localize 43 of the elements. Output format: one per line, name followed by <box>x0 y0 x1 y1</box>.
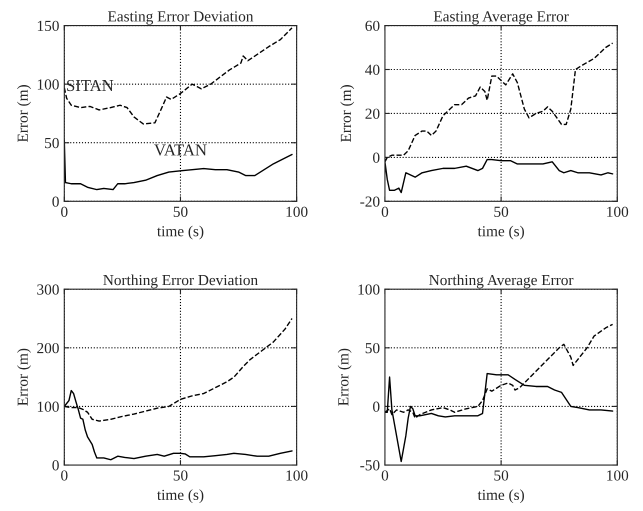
y-tick-label: 0 <box>52 196 59 207</box>
x-tick-label: 50 <box>174 206 188 217</box>
y-tick-label: 100 <box>38 79 59 90</box>
y-axis-title: Error (m) <box>338 348 352 406</box>
series-label: SITAN <box>67 80 114 92</box>
y-tick-label: 50 <box>366 342 380 354</box>
chart-title: Northing Error Deviation <box>103 274 258 288</box>
y-tick-label: -50 <box>360 460 380 470</box>
chart-title: Easting Average Error <box>434 11 569 25</box>
x-axis-title: time (s) <box>478 226 524 240</box>
x-tick-label: 0 <box>382 206 388 217</box>
y-tick-label: 0 <box>373 402 380 412</box>
y-tick-label: 0 <box>52 460 59 470</box>
y-tick-label: 20 <box>365 108 380 119</box>
y-tick-label: 50 <box>45 138 59 148</box>
x-tick-label: 50 <box>494 470 508 481</box>
y-tick-label: 100 <box>38 402 59 412</box>
x-axis-title: time (s) <box>157 489 204 504</box>
x-tick-label: 100 <box>607 470 628 481</box>
x-tick-label: 0 <box>61 470 68 481</box>
chart-title: Northing Average Error <box>429 274 574 288</box>
x-axis-title: time (s) <box>478 489 524 504</box>
y-tick-label: 40 <box>365 64 380 75</box>
x-tick-label: 50 <box>174 470 188 481</box>
x-tick-label: 100 <box>286 470 308 481</box>
y-axis-title: Error (m) <box>17 348 31 406</box>
series-label: VATAN <box>154 144 207 156</box>
x-tick-label: 50 <box>494 206 508 217</box>
y-axis-title: Error (m) <box>17 85 31 142</box>
y-tick-label: 300 <box>37 284 59 295</box>
y-tick-label: -20 <box>360 196 380 207</box>
x-tick-label: 0 <box>61 206 68 217</box>
y-tick-label: 200 <box>37 342 59 354</box>
x-tick-label: 100 <box>607 206 628 217</box>
y-axis-title: Error (m) <box>340 85 354 142</box>
x-tick-label: 100 <box>286 206 308 217</box>
y-tick-label: 100 <box>358 284 380 295</box>
y-tick-label: 0 <box>373 152 380 163</box>
chart-title: Easting Error Deviation <box>108 11 254 25</box>
x-tick-label: 0 <box>382 470 388 481</box>
y-tick-label: 150 <box>38 20 59 31</box>
y-tick-label: 60 <box>365 20 380 31</box>
x-axis-title: time (s) <box>157 226 204 240</box>
